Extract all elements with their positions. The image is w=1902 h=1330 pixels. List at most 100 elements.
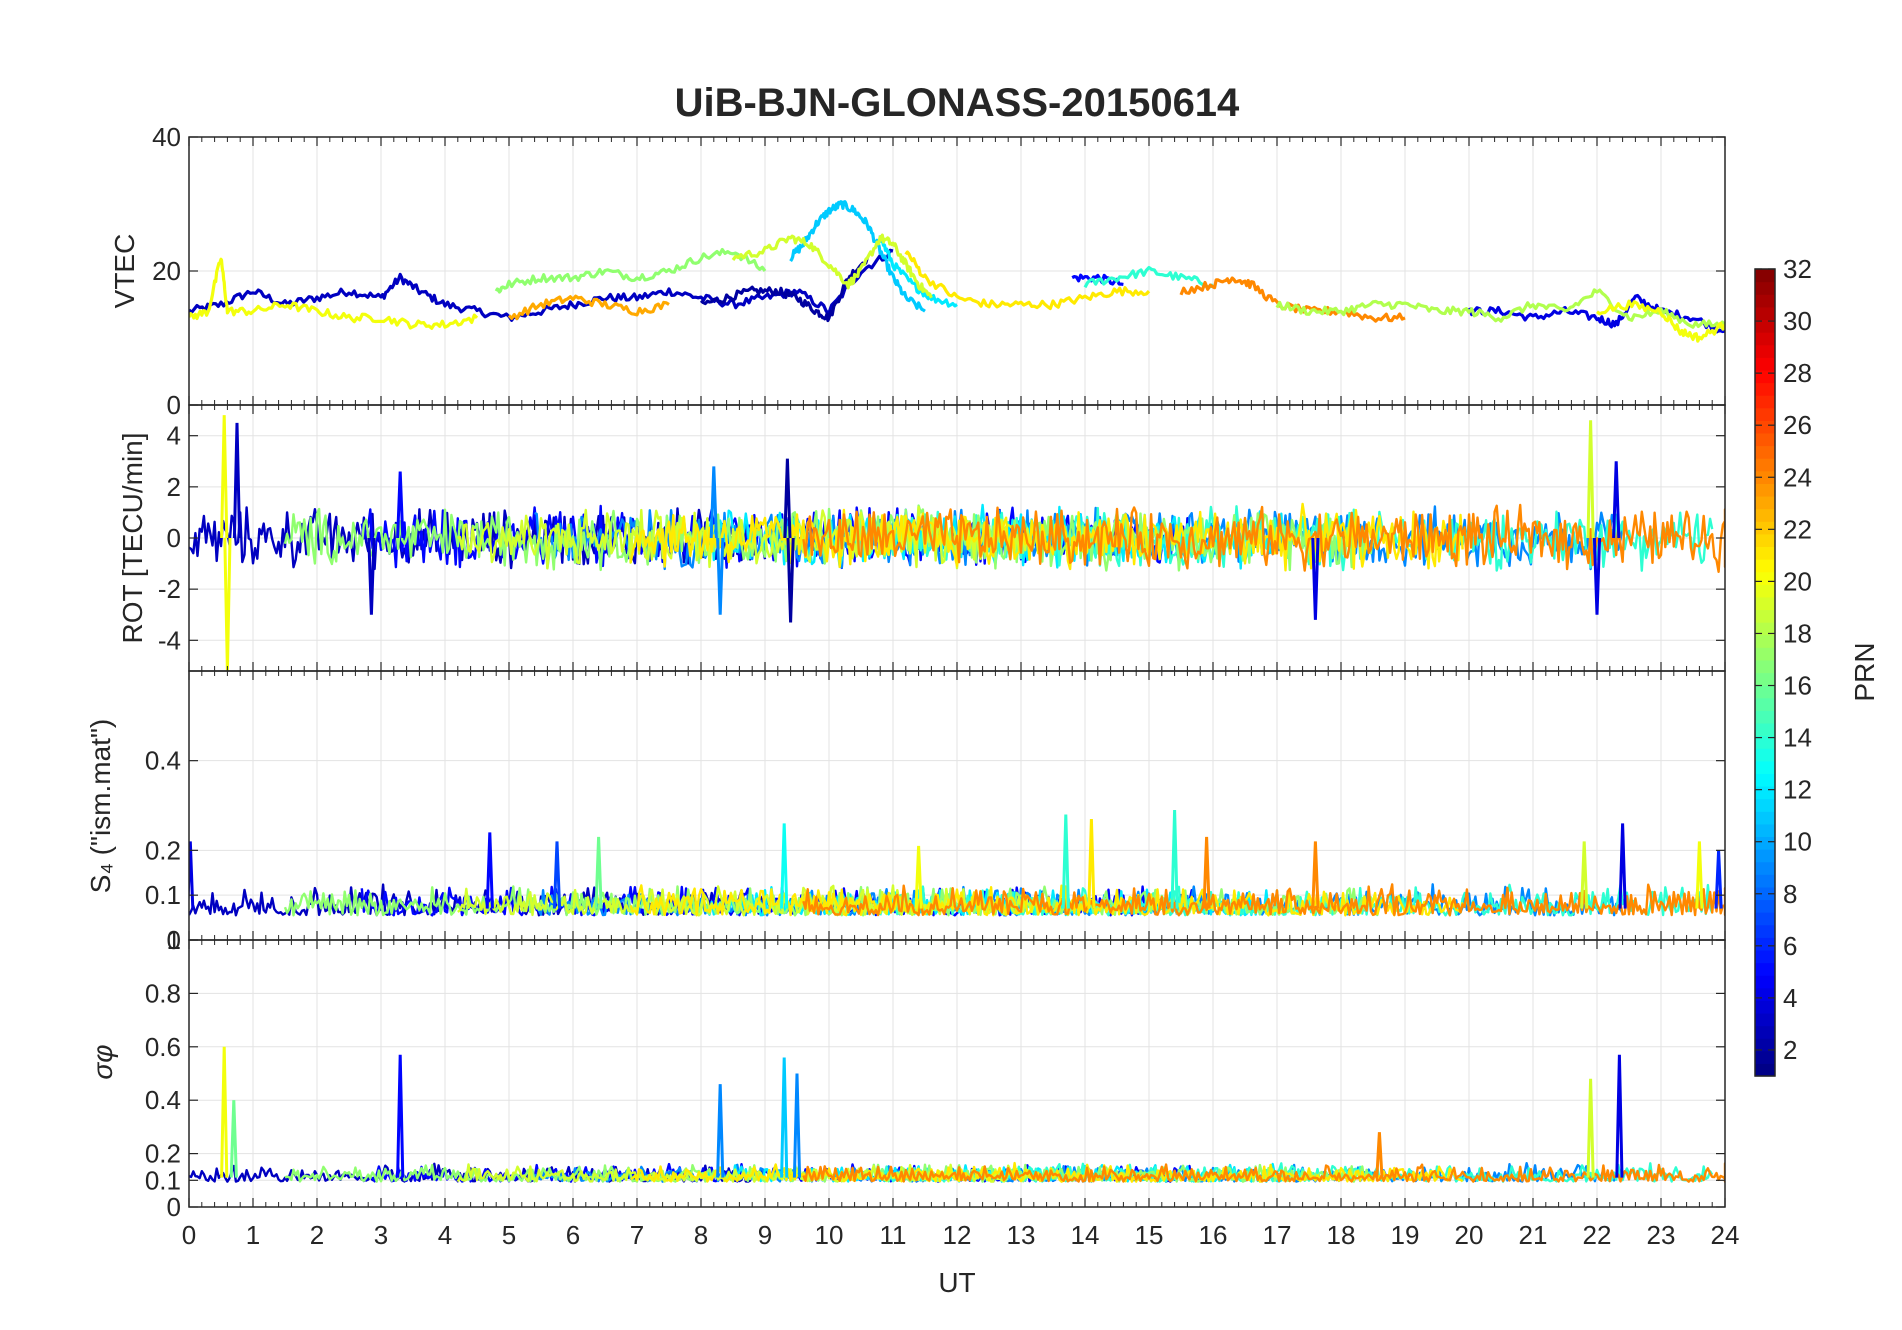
colorbar-tick-label: 8	[1783, 879, 1797, 909]
yticks-sigma-phi: 00.10.20.40.60.81	[145, 925, 1725, 1222]
colorbar-cell	[1755, 306, 1775, 321]
x-tick-label: 11	[880, 1220, 907, 1250]
colorbar-cell	[1755, 861, 1775, 875]
trace	[802, 503, 1725, 573]
colorbar-cell	[1755, 395, 1775, 409]
vtec-trace	[189, 248, 894, 322]
colorbar-cell	[1755, 571, 1775, 585]
spike	[1612, 461, 1621, 539]
spike	[716, 537, 725, 615]
y-tick-label: 0	[167, 925, 181, 955]
vtec-trace	[507, 294, 670, 321]
spike	[1615, 1054, 1624, 1178]
colorbar-cell	[1755, 521, 1775, 535]
yticks-vtec: 0 20 40	[152, 122, 1725, 420]
spike	[1592, 537, 1602, 615]
colorbar-cell	[1755, 432, 1775, 447]
x-tick-label: 10	[815, 1220, 844, 1250]
spike	[220, 415, 229, 539]
vtec-trace	[1083, 265, 1215, 289]
colorbar-cell	[1755, 874, 1775, 888]
y-tick-label: 0	[167, 390, 181, 420]
spike	[1586, 1078, 1595, 1178]
y-tick-label: 4	[167, 421, 181, 451]
yticks-rot: -4 -2 0 2 4	[158, 421, 1725, 655]
trace	[802, 1162, 1725, 1183]
y-tick-label: 0.2	[145, 1139, 181, 1169]
panel-s4: 0 0.1 0.2 0.4 S₄ ("ism.mat")	[85, 670, 1726, 955]
colorbar-cell	[1755, 634, 1775, 648]
spike	[396, 471, 405, 539]
colorbar-cell	[1755, 773, 1775, 787]
vtec-trace	[904, 250, 1151, 311]
colorbar-label: PRN	[1849, 642, 1880, 701]
colorbar-cell	[1755, 735, 1775, 749]
x-tick-label: 2	[310, 1220, 324, 1250]
spike	[1061, 814, 1070, 909]
ylabel-sigma-phi: σφ	[87, 1044, 118, 1079]
vtec-trace	[1596, 299, 1725, 343]
y-tick-label: 0.4	[145, 1085, 181, 1115]
spike	[189, 841, 195, 909]
colorbar-cell	[1755, 319, 1775, 333]
y-tick-label: 2	[167, 472, 181, 502]
x-tick-label: 23	[1647, 1220, 1676, 1250]
colorbar-cell	[1755, 836, 1775, 850]
colorbar-cell	[1755, 584, 1775, 598]
x-tick-label: 1	[246, 1220, 260, 1250]
trace	[283, 504, 1375, 572]
ylabel-rot: ROT [TECU/min]	[117, 432, 148, 643]
colorbar-cell	[1755, 672, 1775, 686]
colorbar-tick-label: 26	[1783, 410, 1812, 440]
colorbar-cell	[1755, 458, 1775, 472]
colorbar-cell	[1755, 546, 1775, 560]
colorbar-cell	[1755, 470, 1775, 484]
colorbar-cell	[1755, 937, 1775, 951]
colorbar-cell	[1755, 559, 1775, 573]
spike	[1311, 841, 1320, 909]
xticks-sigma-phi	[188, 940, 1726, 1207]
colorbar-cell	[1755, 886, 1775, 901]
x-tick-label: 4	[438, 1220, 452, 1250]
x-tick-label: 18	[1327, 1220, 1356, 1250]
spike	[485, 832, 494, 909]
colorbar-cell	[1755, 495, 1775, 510]
colorbar-cell	[1755, 1012, 1775, 1027]
y-tick-label: 0.6	[145, 1032, 181, 1062]
colorbar-cell	[1755, 899, 1775, 913]
spike	[220, 1046, 229, 1178]
series-s4	[189, 809, 1725, 917]
colorbar-cell	[1755, 483, 1775, 497]
vtec-trace	[789, 200, 926, 313]
colorbar-cell	[1755, 1025, 1775, 1039]
x-tick-label: 6	[566, 1220, 580, 1250]
colorbar-tick-label: 6	[1783, 931, 1797, 961]
y-tick-label: 40	[152, 122, 181, 152]
y-tick-label: 1	[167, 925, 181, 955]
colorbar-cell	[1755, 533, 1775, 548]
colorbar-tick-label: 14	[1783, 723, 1812, 753]
x-tick-label: 0	[182, 1220, 196, 1250]
spike	[1170, 809, 1179, 909]
colorbar-gradient	[1755, 269, 1775, 1077]
colorbar-cell	[1755, 622, 1775, 636]
colorbar-cell	[1755, 798, 1775, 812]
grid-sigma-phi	[188, 940, 1726, 1207]
colorbar-cell	[1755, 445, 1775, 459]
colorbar-cell	[1755, 924, 1775, 938]
yticks-s4: 0 0.1 0.2 0.4	[145, 746, 1725, 955]
colorbar-tick-label: 20	[1783, 566, 1812, 596]
spike	[1618, 823, 1627, 909]
colorbar-cell	[1755, 269, 1775, 283]
spike	[709, 466, 718, 539]
spike	[780, 823, 789, 909]
colorbar-cell	[1755, 420, 1775, 434]
vtec-trace	[1467, 293, 1725, 334]
colorbar-box	[1754, 268, 1776, 1077]
spike	[1087, 818, 1096, 909]
colorbar-cell	[1755, 609, 1775, 623]
y-tick-label: -4	[158, 625, 181, 655]
series-vtec	[189, 200, 1725, 343]
colorbar-cell	[1755, 1050, 1775, 1064]
